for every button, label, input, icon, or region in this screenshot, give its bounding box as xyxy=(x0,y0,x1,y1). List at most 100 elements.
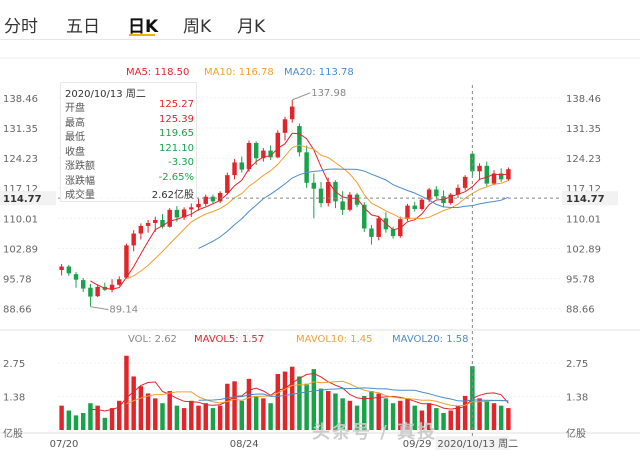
candle-body xyxy=(434,189,439,197)
volume-bar xyxy=(138,386,144,430)
price-tick-label-left: 95.78 xyxy=(3,274,32,285)
volume-bar xyxy=(217,405,223,430)
candle-body xyxy=(426,189,432,200)
x-axis-label: 09/29 xyxy=(403,439,432,450)
volume-bar xyxy=(434,408,439,430)
info-row-label: 最低 xyxy=(65,132,85,143)
volume-bar xyxy=(124,355,129,430)
info-row-label: 最高 xyxy=(65,117,85,129)
volume-bar xyxy=(441,412,446,430)
period-tabs: 分时 五日 日K 周K 月K xyxy=(0,0,640,40)
tab-daily-k[interactable]: 日K xyxy=(128,17,159,37)
volume-bar xyxy=(419,410,425,430)
volume-bar xyxy=(405,398,410,430)
volume-bar xyxy=(174,405,180,430)
price-tick-label-right: 95.78 xyxy=(566,274,595,285)
volume-bar xyxy=(66,410,72,430)
extreme-marker-label: 89.14 xyxy=(109,305,138,316)
candle-body xyxy=(174,209,180,218)
candle-body xyxy=(268,150,273,158)
candle-body xyxy=(167,209,172,227)
price-tick-label-left: 138.46 xyxy=(3,94,38,105)
info-row: 最高 125.39 xyxy=(65,113,194,129)
volume-bar xyxy=(462,395,468,430)
mavol10-line xyxy=(126,380,509,407)
ma-legend-item: MA20: 113.78 xyxy=(284,67,354,78)
candle-body xyxy=(189,207,194,210)
candle-body xyxy=(405,205,410,220)
volume-bar xyxy=(189,400,194,430)
candle-body xyxy=(210,196,216,202)
volume-legend-item: MAVOL20: 1.58 xyxy=(392,334,468,345)
x-axis-label: 2020/10/13 周二 xyxy=(437,438,518,450)
volume-bar xyxy=(326,391,331,430)
mavol20-line xyxy=(198,387,509,402)
volume-unit-label-left: 亿股 xyxy=(3,427,23,440)
volume-bar xyxy=(304,383,309,430)
ma-legend-item: MA10: 116.78 xyxy=(204,67,274,78)
volume-bar xyxy=(383,398,389,430)
volume-tick-label-right: 2.75 xyxy=(566,359,588,370)
ma20-line xyxy=(198,168,509,249)
info-row-value: 121.10 xyxy=(159,142,194,154)
info-tooltip: 2020/10/13 周二 开盘 125.27 最高 125.39 最低 119.65 收盘… xyxy=(60,82,197,202)
x-axis-label: 07/20 xyxy=(50,439,79,450)
volume-bar xyxy=(491,403,497,430)
candle-body xyxy=(217,192,223,202)
volume-bar xyxy=(455,405,461,430)
volume-bar xyxy=(73,415,79,430)
candle-body xyxy=(124,245,129,278)
volume-bar xyxy=(232,381,237,430)
tab-weekly-k[interactable]: 周K xyxy=(183,17,212,37)
mavol5-line xyxy=(90,372,509,412)
volume-legend-item: VOL: 2.62 xyxy=(128,334,177,345)
volume-bar xyxy=(369,391,374,430)
candle-body xyxy=(196,203,201,208)
candle-body xyxy=(232,162,237,176)
volume-bar xyxy=(181,408,187,430)
volume-bar xyxy=(253,395,259,430)
crosshair-price-label-left: 114.77 xyxy=(3,194,42,205)
candle-body xyxy=(73,274,79,280)
candle-body xyxy=(498,173,504,180)
volume-bar xyxy=(203,403,208,430)
price-tick-label-right: 102.89 xyxy=(566,244,601,255)
price-tick-label-right: 110.01 xyxy=(566,214,601,225)
candle-body xyxy=(311,182,317,189)
volume-legend-item: MAVOL10: 1.45 xyxy=(296,334,372,345)
volume-bar xyxy=(153,398,158,430)
candle-body xyxy=(95,286,100,297)
volume-bar xyxy=(448,410,453,430)
candle-body xyxy=(239,162,244,170)
volume-unit-label-right: 亿股 xyxy=(566,427,586,440)
volume-bar xyxy=(167,391,172,430)
volume-tick-label-left: 1.38 xyxy=(3,392,25,403)
info-date: 2020/10/13 周二 xyxy=(65,89,146,100)
candle-body xyxy=(448,194,453,204)
tab-timeshare[interactable]: 分时 xyxy=(4,17,38,37)
tab-five-day[interactable]: 五日 xyxy=(66,17,100,37)
ma-legend-item: MA5: 118.50 xyxy=(126,67,189,78)
extreme-marker-line xyxy=(90,306,109,311)
volume-bar xyxy=(80,412,86,430)
price-tick-label-left: 117.12 xyxy=(3,184,38,195)
tab-monthly-k[interactable]: 月K xyxy=(237,17,266,37)
volume-bar xyxy=(362,395,367,430)
volume-bar xyxy=(477,398,482,430)
crosshair-label-bg-right xyxy=(562,191,618,206)
candle-body xyxy=(318,188,324,204)
volume-bar xyxy=(376,393,381,430)
volume-bar xyxy=(340,398,345,430)
info-row-value: 125.39 xyxy=(159,113,194,125)
volume-bar xyxy=(59,405,64,430)
volume-bar xyxy=(354,405,360,430)
info-row: 最低 119.65 xyxy=(65,128,194,143)
candle-body xyxy=(160,220,165,227)
candle-body xyxy=(477,165,482,172)
volume-legend-item: MAVOL5: 1.57 xyxy=(194,334,264,345)
candle-body xyxy=(376,218,381,237)
volume-bar xyxy=(225,383,230,430)
volume-bar xyxy=(282,371,288,430)
candle-body xyxy=(362,204,367,229)
